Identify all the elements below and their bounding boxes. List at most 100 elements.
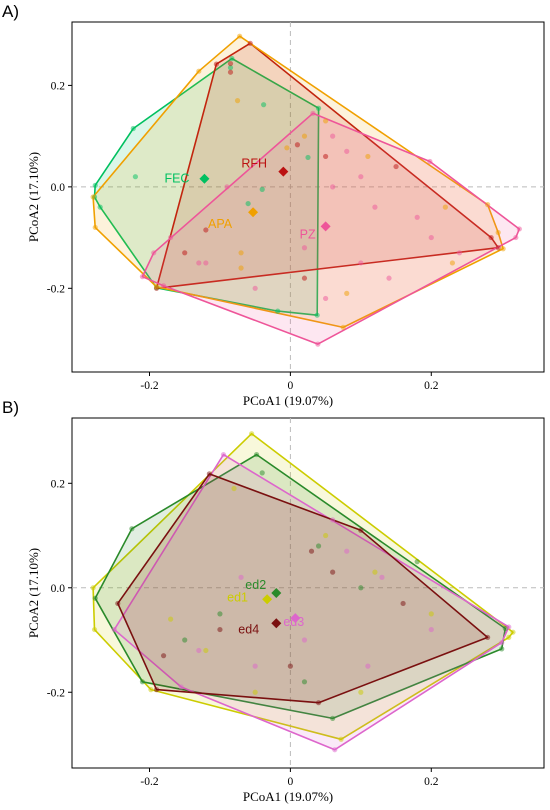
point-ed3: [344, 548, 350, 554]
point-ed4: [358, 527, 364, 533]
point-ed2: [259, 470, 265, 476]
centroid-ed3: [290, 613, 301, 624]
point-apa: [238, 265, 244, 271]
point-pz: [358, 174, 364, 180]
point-ed1: [506, 634, 512, 641]
point-ed1: [358, 689, 364, 695]
point-ed2: [414, 559, 420, 565]
panel-a: A) -0.2 0 0.2 -0.2 0.0 0.2 PCoA1 (19.07%) PCoA2 …: [2, 2, 545, 408]
point-pz: [330, 133, 336, 139]
point-ed1: [428, 611, 434, 617]
point-pz: [323, 295, 329, 302]
y-tick-label: -0.2: [47, 687, 65, 699]
point-pz: [414, 214, 420, 220]
point-ed1: [249, 431, 255, 437]
point-fec: [261, 102, 267, 108]
point-ed4: [206, 471, 212, 477]
point-pz: [168, 234, 174, 241]
point-rfh: [203, 227, 209, 233]
point-pz: [203, 260, 209, 266]
point-apa: [344, 290, 350, 296]
point-pz: [456, 250, 463, 256]
x-axis-title: PCoA1 (19.07%): [243, 393, 333, 408]
point-pz: [301, 245, 308, 251]
point-ed3: [499, 640, 505, 646]
point-ed1: [510, 629, 516, 635]
point-fec: [315, 105, 322, 111]
x-tick-label: -0.2: [140, 380, 158, 392]
point-pz: [330, 184, 336, 190]
y-tick-label: 0.0: [51, 182, 66, 194]
point-pz: [427, 158, 433, 165]
point-apa: [301, 133, 308, 139]
point-ed2: [129, 526, 135, 532]
group-label-apa: APA: [208, 217, 233, 231]
point-fec: [314, 312, 320, 318]
point-pz: [310, 110, 316, 116]
point-ed1: [323, 532, 329, 539]
point-fec: [92, 182, 98, 188]
point-ed2: [217, 611, 223, 617]
point-ed3: [365, 663, 371, 669]
point-fec: [259, 186, 265, 192]
group-label-ed1: ed1: [227, 590, 248, 604]
point-ed1: [231, 485, 237, 492]
point-rfh: [323, 153, 329, 160]
y-tick-label: -0.2: [47, 283, 65, 295]
point-ed1: [90, 585, 96, 591]
point-ed3: [332, 747, 338, 753]
point-fec: [245, 200, 251, 207]
point-ed1: [203, 647, 209, 654]
point-ed1: [338, 736, 344, 742]
point-apa: [323, 118, 329, 124]
point-pz: [358, 260, 364, 266]
point-ed1: [252, 689, 258, 695]
point-apa: [234, 98, 241, 104]
point-ed2: [499, 646, 505, 652]
point-apa: [237, 33, 243, 39]
point-ed4: [330, 569, 336, 575]
point-ed3: [301, 637, 308, 643]
point-ed3: [220, 451, 227, 458]
point-fec: [130, 125, 136, 132]
point-fec: [275, 308, 281, 314]
group-label-ed3: ed3: [283, 615, 304, 629]
point-pz: [224, 184, 230, 190]
centroid-fec: [199, 173, 210, 184]
point-ed2: [92, 595, 98, 601]
point-ed4: [115, 600, 121, 607]
point-pz: [344, 148, 350, 154]
point-ed4: [160, 653, 167, 659]
point-pz: [315, 341, 321, 347]
centroid-apa: [248, 207, 259, 218]
point-ed1: [168, 616, 174, 622]
point-fec: [132, 174, 139, 180]
point-rfh: [182, 250, 188, 256]
panel-label: A): [2, 2, 19, 21]
point-ed2: [139, 679, 146, 685]
group-label-pz: PZ: [300, 227, 316, 241]
point-fec: [227, 65, 234, 71]
point-apa: [153, 284, 160, 290]
group-label-ed4: ed4: [238, 622, 259, 636]
panel-b: B) -0.2 0 0.2 -0.2 0.0 0.2 PCoA1 (19.07%) PCoA2 …: [2, 398, 545, 804]
point-ed2: [330, 715, 336, 721]
centroid-pz: [320, 221, 331, 232]
x-tick-label: 0: [288, 776, 294, 788]
point-apa: [284, 145, 290, 151]
point-rfh: [488, 234, 494, 241]
point-ed4: [315, 700, 322, 706]
point-rfh: [294, 142, 301, 148]
point-fec: [229, 55, 235, 62]
point-apa: [340, 324, 346, 330]
x-tick-label: 0: [288, 380, 294, 392]
point-rfh: [213, 61, 220, 67]
point-ed2: [301, 679, 308, 685]
point-ed2: [315, 543, 322, 549]
point-ed3: [506, 624, 512, 630]
point-apa: [485, 202, 491, 208]
point-apa: [196, 68, 202, 74]
point-rfh: [227, 60, 234, 67]
point-ed1: [91, 626, 98, 633]
